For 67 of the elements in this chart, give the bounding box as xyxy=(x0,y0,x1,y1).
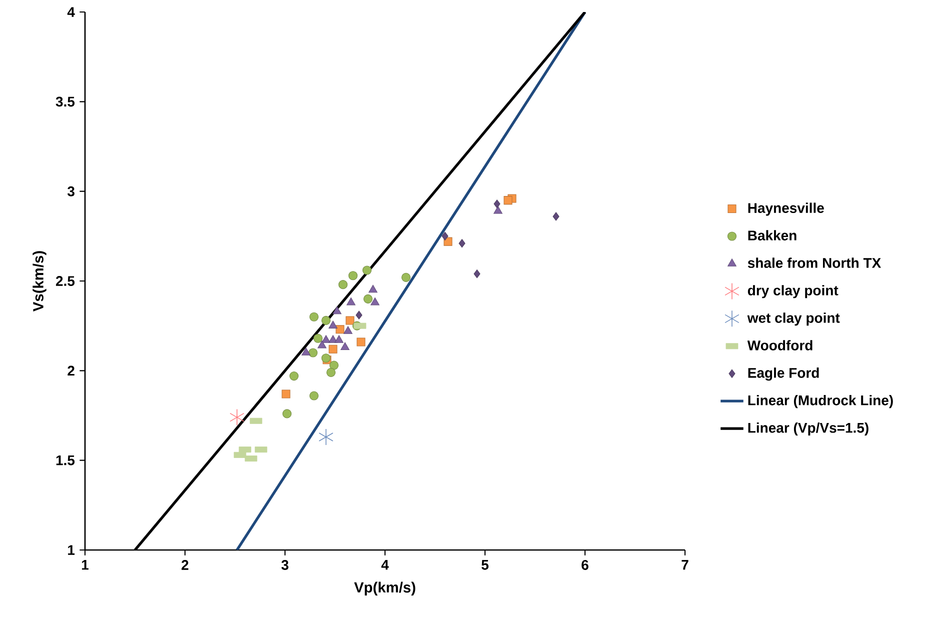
point xyxy=(363,294,373,304)
point xyxy=(230,408,244,426)
y-tick-label: 2 xyxy=(68,366,74,376)
point xyxy=(338,280,348,290)
point xyxy=(368,284,378,293)
point xyxy=(474,270,480,278)
point xyxy=(494,200,500,208)
point xyxy=(282,409,292,418)
x-tick-label: 5 xyxy=(482,560,488,570)
point xyxy=(442,232,448,240)
point xyxy=(318,340,326,348)
point xyxy=(328,320,338,329)
x-tick-label: 6 xyxy=(582,560,588,570)
y-tick-label: 3 xyxy=(67,186,74,196)
point xyxy=(329,360,339,370)
y-tick-label: 2.5 xyxy=(56,276,75,286)
point xyxy=(340,342,350,350)
point xyxy=(336,325,344,334)
y-tick-label: 4 xyxy=(67,7,75,17)
point xyxy=(344,326,352,334)
point xyxy=(309,391,319,400)
point xyxy=(318,428,334,446)
point xyxy=(309,312,319,322)
point xyxy=(321,316,331,325)
legend-label: dry clay point xyxy=(748,285,838,298)
point xyxy=(322,335,330,343)
point xyxy=(362,266,372,275)
x-tick-label: 7 xyxy=(682,560,688,570)
y-axis-title: Vs(km/s) xyxy=(32,251,46,312)
point xyxy=(494,206,502,214)
point xyxy=(289,372,299,381)
legend-label: Woodford xyxy=(747,340,812,350)
legend-label: Linear (Vp/Vs=1.5) xyxy=(748,422,868,436)
point xyxy=(348,271,358,280)
point xyxy=(458,239,466,248)
x-tick-label: 3 xyxy=(281,560,288,570)
point xyxy=(552,212,560,221)
legend-label: shale from North TX xyxy=(748,258,882,268)
point xyxy=(401,272,411,282)
point xyxy=(346,316,354,325)
point xyxy=(308,348,318,358)
legend-label: Eagle Ford xyxy=(748,368,819,381)
y-tick-label: 1.5 xyxy=(56,455,75,466)
x-tick-label: 1 xyxy=(82,560,88,570)
legend-label: Linear (Mudrock Line) xyxy=(748,395,893,408)
point xyxy=(346,297,356,306)
point xyxy=(313,334,323,343)
legend-label: wet clay point xyxy=(747,312,840,326)
point xyxy=(328,335,338,343)
y-tick-label: 3.5 xyxy=(56,96,75,107)
legend-label: Haynesville xyxy=(748,202,824,216)
point xyxy=(356,310,362,320)
point xyxy=(370,297,380,306)
point xyxy=(328,344,338,354)
x-tick-label: 2 xyxy=(182,560,188,570)
y-tick-label: 1 xyxy=(68,545,75,555)
point xyxy=(356,338,366,346)
point xyxy=(332,306,342,314)
point xyxy=(326,368,336,377)
point xyxy=(444,237,452,246)
legend-label: Bakken xyxy=(748,230,796,240)
x-axis-title: Vp(km/s) xyxy=(354,582,416,596)
point xyxy=(282,390,290,398)
point xyxy=(302,348,310,356)
point xyxy=(334,335,344,343)
x-tick-label: 4 xyxy=(381,560,389,570)
point xyxy=(504,196,512,205)
